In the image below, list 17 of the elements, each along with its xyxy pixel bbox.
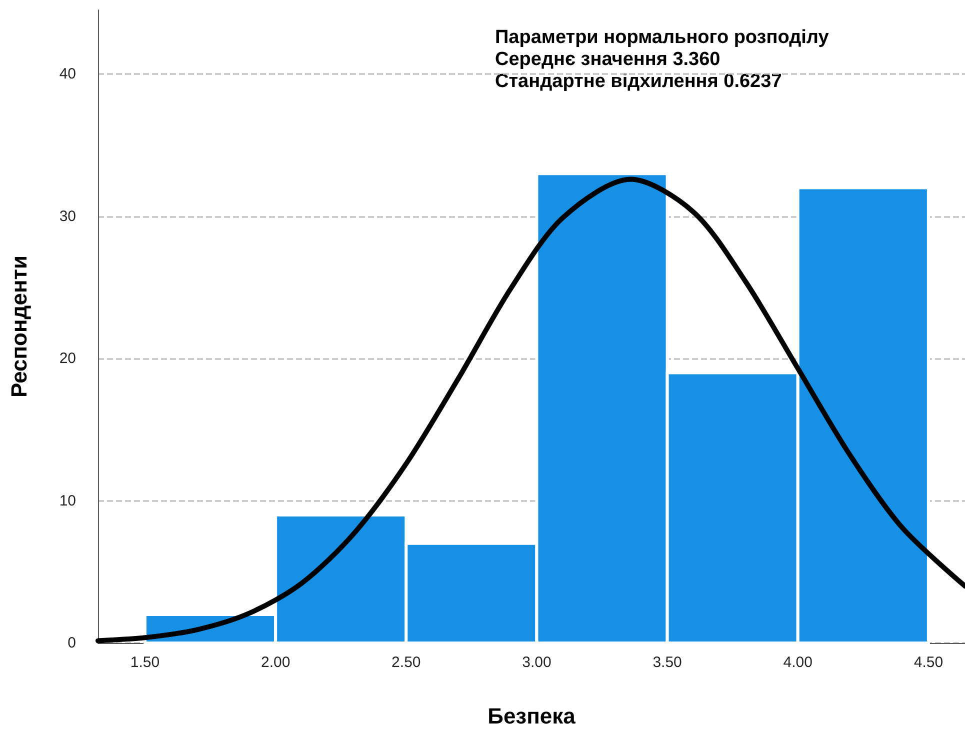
x-tick-label: 3.50 [652,654,682,671]
x-axis-title: Безпека [488,704,576,728]
x-tick-label: 2.50 [392,654,421,671]
x-tick-label: 3.00 [522,654,552,671]
x-tick-label: 1.50 [130,654,160,671]
x-tick-label: 4.00 [783,654,812,671]
y-tick-label: 10 [59,492,76,510]
y-tick-label: 40 [59,66,76,83]
y-tick-label: 20 [59,350,76,368]
y-tick-label: 30 [59,208,76,225]
annotation: Стандартне відхилення 0.6237 [495,71,782,92]
y-tick-label: 0 [68,634,76,652]
annotation: Середнє значення 3.360 [495,49,720,70]
annotation: Параметри нормального розподілу [495,27,830,48]
x-tick-label: 2.00 [260,654,290,671]
y-axis-title: Респонденти [6,255,32,398]
x-tick-label: 4.50 [914,654,944,671]
